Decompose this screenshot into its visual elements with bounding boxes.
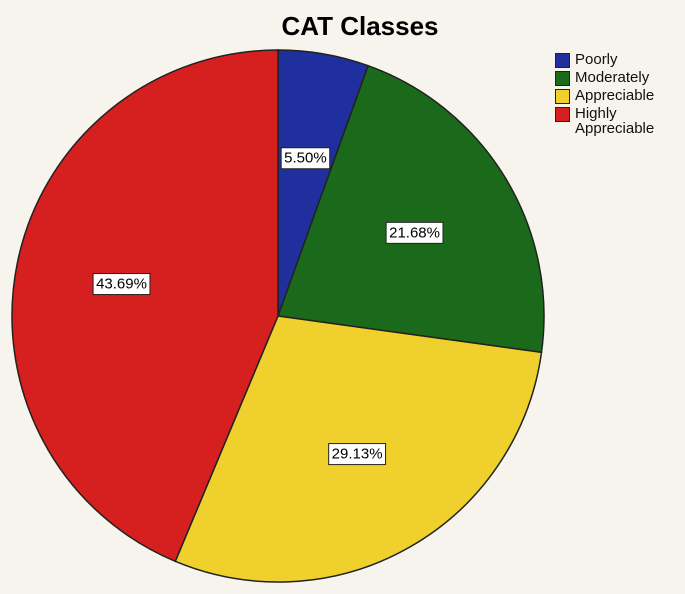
legend-label: Appreciable: [575, 87, 655, 104]
data-label-group: 5.50%: [280, 147, 331, 170]
data-label: 21.68%: [389, 224, 440, 241]
data-label: 43.69%: [96, 276, 147, 293]
data-label-group: 29.13%: [328, 443, 387, 466]
data-label-box: [280, 147, 331, 170]
legend-swatch: [555, 107, 570, 122]
legend-item: Poorly: [555, 52, 685, 68]
data-label-group: 43.69%: [92, 273, 151, 296]
data-label-group: 21.68%: [385, 221, 444, 244]
data-label: 5.50%: [284, 150, 327, 167]
data-label-box: [92, 273, 151, 296]
legend-label: Highly Appreciable: [575, 105, 655, 137]
legend-label: Moderately: [575, 69, 650, 86]
legend-label: Poorly: [575, 51, 618, 68]
pie-slice: [11, 49, 279, 563]
legend-swatch: [555, 53, 570, 68]
legend-item: Appreciable: [555, 88, 685, 104]
legend-swatch: [555, 89, 570, 104]
data-label-box: [328, 443, 387, 466]
pie-slice: [276, 64, 545, 354]
legend-item: Moderately: [555, 70, 685, 86]
chart-title: CAT Classes: [281, 11, 438, 41]
data-label-box: [385, 221, 444, 244]
legend-swatch: [555, 71, 570, 86]
legend-item: Highly Appreciable: [555, 106, 685, 136]
data-label: 29.13%: [332, 446, 383, 463]
